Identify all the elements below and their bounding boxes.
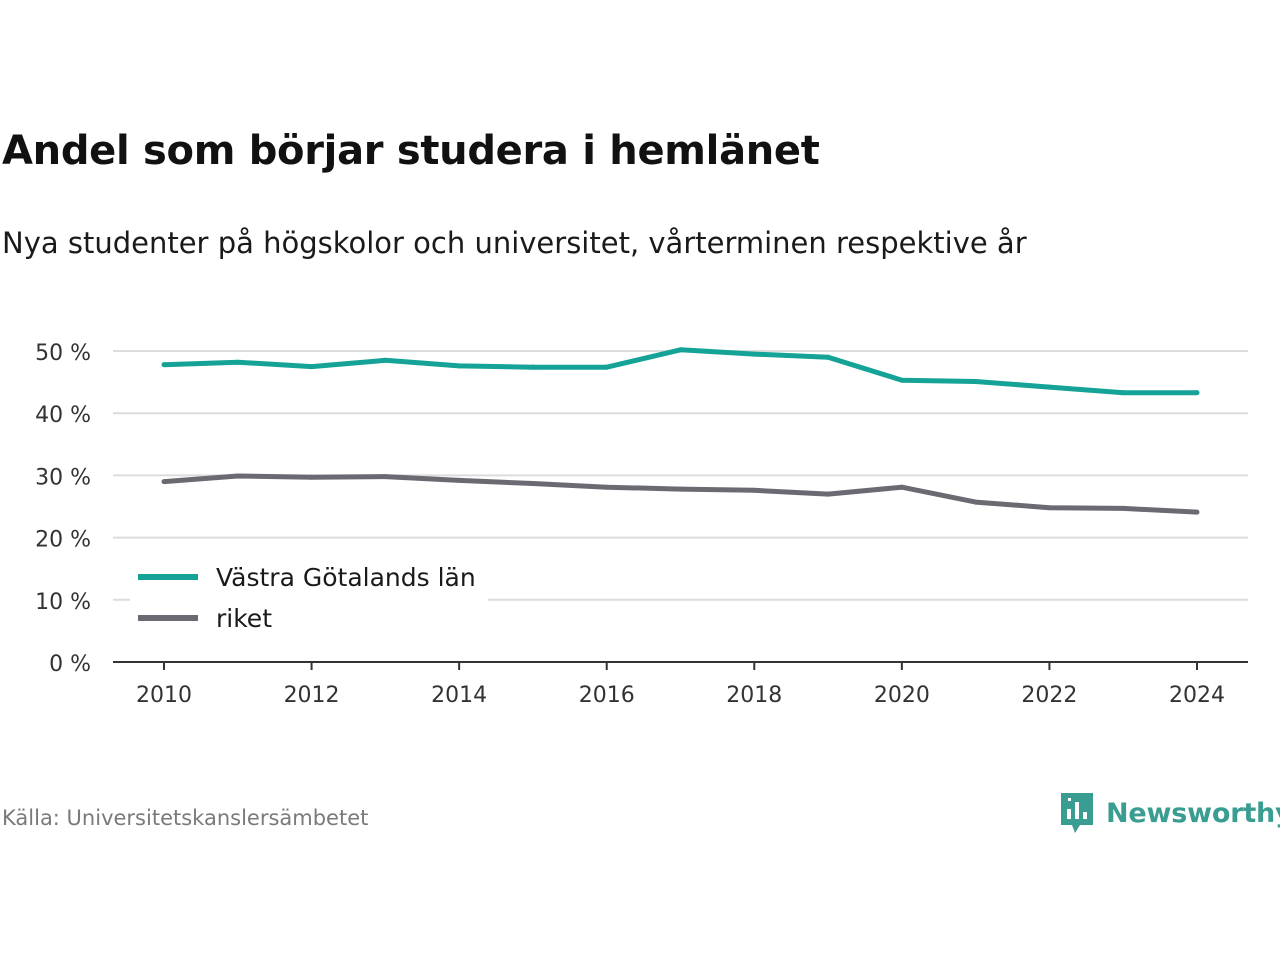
data-point bbox=[899, 377, 905, 383]
data-point bbox=[973, 499, 979, 505]
source-note: Källa: Universitetskanslersämbetet bbox=[2, 806, 369, 830]
data-point bbox=[309, 474, 315, 480]
data-point bbox=[1194, 509, 1200, 515]
y-axis-ticks: 0 % 10 % 20 % 30 % 40 % 50 % bbox=[35, 341, 91, 677]
data-point bbox=[382, 357, 388, 363]
series-line-vastra-gotaland bbox=[163, 347, 1197, 396]
newsworthy-logo-icon bbox=[1061, 793, 1093, 833]
y-tick-label: 50 % bbox=[35, 341, 91, 366]
x-tick-label: 2020 bbox=[874, 683, 930, 708]
data-point bbox=[1120, 505, 1126, 511]
x-tick-label: 2014 bbox=[431, 683, 487, 708]
x-tick-label: 2024 bbox=[1169, 683, 1225, 708]
series-lines bbox=[161, 347, 1200, 515]
data-point bbox=[678, 347, 683, 353]
data-point bbox=[1046, 505, 1052, 511]
x-tick-label: 2022 bbox=[1021, 683, 1077, 708]
legend-background bbox=[130, 557, 488, 639]
x-tick-label: 2012 bbox=[284, 683, 340, 708]
data-point bbox=[825, 491, 831, 497]
y-tick-label: 0 % bbox=[49, 652, 91, 677]
data-point bbox=[161, 479, 167, 485]
data-point bbox=[1120, 390, 1126, 396]
data-point bbox=[530, 480, 536, 486]
data-point bbox=[235, 359, 241, 365]
data-point bbox=[973, 378, 979, 384]
data-point bbox=[751, 351, 757, 357]
data-point bbox=[1194, 390, 1200, 396]
y-tick-label: 20 % bbox=[35, 528, 91, 553]
legend-label: Västra Götalands län bbox=[216, 563, 476, 592]
y-tick-label: 40 % bbox=[35, 403, 91, 428]
x-tick-label: 2016 bbox=[579, 683, 635, 708]
x-tick-label: 2010 bbox=[136, 683, 192, 708]
chart-subtitle: Nya studenter på högskolor och universit… bbox=[2, 226, 1027, 260]
data-point bbox=[456, 363, 462, 369]
data-point bbox=[751, 487, 757, 493]
legend: Västra Götalands län riket bbox=[130, 557, 488, 639]
line-chart: 0 % 10 % 20 % 30 % 40 % 50 % 2010 2012 2014 2016… bbox=[35, 341, 1248, 708]
legend-label: riket bbox=[216, 604, 272, 633]
data-point bbox=[678, 486, 683, 492]
data-point bbox=[530, 364, 536, 370]
y-tick-label: 30 % bbox=[35, 465, 91, 490]
data-point bbox=[1046, 384, 1052, 390]
x-axis-ticks: 2010 2012 2014 2016 2018 2020 2022 2024 bbox=[136, 662, 1225, 708]
data-point bbox=[825, 354, 831, 360]
brand-name: Newsworthy bbox=[1106, 797, 1280, 829]
data-point bbox=[382, 474, 388, 480]
data-point bbox=[899, 484, 905, 490]
brand-logo: Newsworthy bbox=[1058, 790, 1280, 836]
data-point bbox=[604, 484, 610, 490]
data-point bbox=[235, 473, 241, 479]
data-point bbox=[604, 364, 610, 370]
x-tick-label: 2018 bbox=[726, 683, 782, 708]
data-point bbox=[161, 362, 167, 368]
data-point bbox=[456, 477, 462, 483]
series-line-riket bbox=[163, 473, 1198, 515]
y-tick-label: 10 % bbox=[35, 590, 91, 615]
chart-title: Andel som börjar studera i hemlänet bbox=[2, 128, 820, 174]
data-point bbox=[309, 364, 315, 370]
